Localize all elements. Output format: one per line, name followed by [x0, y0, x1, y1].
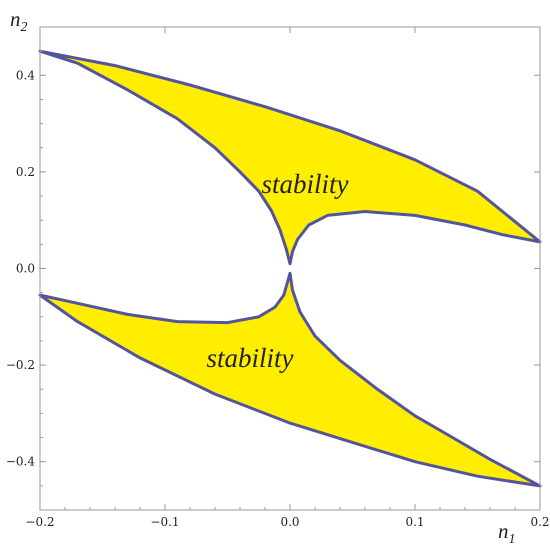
y-tick-label: 0.0 [16, 262, 35, 276]
stability-region-lower [38, 271, 542, 488]
regions-layer [38, 49, 542, 488]
x-tick-label: −0.1 [150, 515, 179, 529]
ticks-layer: −0.2 −0.1 0.0 0.1 0.2 0.4 0.2 0.0 −0.2 −0.4 [6, 26, 550, 529]
region-label-upper: stability [262, 169, 349, 199]
x-tick-label: 0.1 [405, 515, 424, 529]
region-labels-layer: stability stability [207, 169, 349, 373]
region-label-lower: stability [207, 343, 294, 373]
x-axis-label: n1 [498, 519, 516, 545]
x-tick-label: 0.2 [530, 515, 549, 529]
y-tick-label: −0.4 [6, 455, 36, 469]
plot-frame [39, 26, 541, 511]
y-tick-label: 0.4 [16, 68, 35, 82]
y-axis-label: n2 [10, 7, 28, 35]
stability-region-upper [38, 49, 542, 266]
y-tick-label: −0.2 [6, 358, 35, 372]
x-tick-label: 0.0 [280, 515, 299, 529]
x-tick-label: −0.2 [25, 515, 54, 529]
y-tick-label: 0.2 [16, 165, 35, 179]
